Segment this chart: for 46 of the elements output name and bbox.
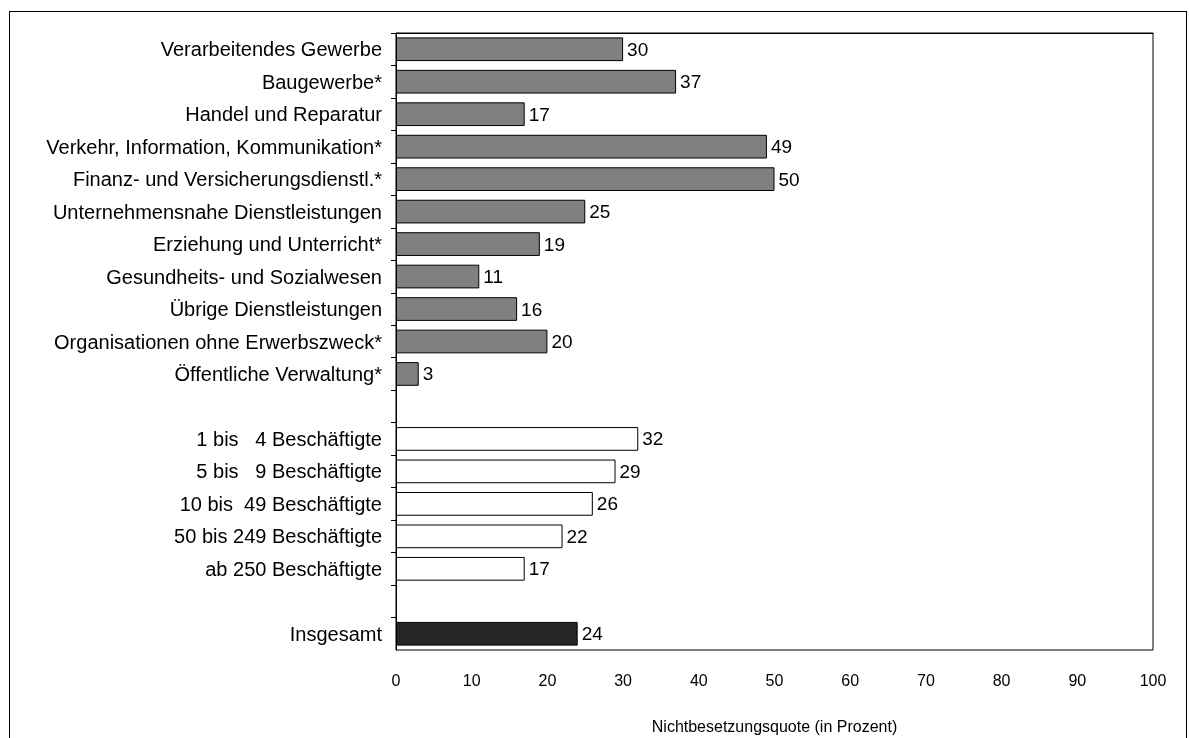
x-tick-label: 100	[1139, 671, 1167, 689]
data-label: 37	[680, 71, 702, 93]
x-tick-label: 20	[538, 671, 557, 689]
y-tick-label: Finanz- und Versicherungsdienstl.*	[72, 168, 383, 191]
data-label: 22	[566, 525, 588, 547]
x-axis-title: Nichtbesetzungsquote (in Prozent)	[651, 717, 898, 735]
x-tick-label: 0	[391, 671, 401, 689]
data-label: 32	[642, 428, 664, 450]
data-label: 17	[528, 558, 550, 580]
y-tick-label: Organisationen ohne Erwerbszweck*	[54, 330, 383, 353]
data-label: 26	[596, 493, 618, 515]
y-tick-label: Unternehmensnahe Dienstleistungen	[52, 200, 382, 223]
x-tick-label: 50	[765, 671, 784, 689]
y-tick-label: ab 250 Beschäftigte	[205, 557, 382, 580]
y-tick-label: Öffentliche Verwaltung*	[174, 362, 383, 385]
data-label: 50	[778, 168, 800, 190]
x-tick-label: 10	[462, 671, 481, 689]
data-label: 25	[589, 201, 611, 223]
x-tick-label: 90	[1068, 671, 1087, 689]
data-label: 17	[528, 103, 550, 125]
y-tick-label: 10 bis 49 Beschäftigte	[179, 492, 382, 515]
data-label: 11	[483, 266, 503, 288]
x-tick-label: 40	[689, 671, 708, 689]
data-label: 49	[770, 136, 793, 158]
y-tick-label: Verarbeitendes Gewerbe	[160, 38, 382, 61]
data-label: 20	[551, 331, 573, 352]
data-label: 30	[627, 38, 649, 60]
data-label: 3	[422, 363, 434, 385]
x-tick-label: 30	[614, 671, 633, 689]
x-tick-label: 60	[841, 671, 860, 689]
x-tick-label: 80	[992, 671, 1011, 689]
data-label: 16	[521, 298, 543, 320]
y-tick-label: 1 bis 4 Beschäftigte	[196, 427, 382, 450]
data-label: 19	[543, 233, 565, 255]
y-tick-label: Gesundheits- und Sozialwesen	[106, 265, 382, 288]
y-tick-label: Übrige Dienstleistungen	[169, 298, 382, 321]
y-tick-label: Baugewerbe*	[261, 70, 383, 93]
y-tick-label: Insgesamt	[289, 622, 383, 645]
y-tick-label: Erziehung und Unterricht*	[152, 233, 383, 256]
y-tick-label: Handel und Reparatur	[185, 103, 383, 126]
data-label: 29	[619, 460, 641, 482]
y-tick-label: 5 bis 9 Beschäftigte	[196, 460, 382, 483]
y-tick-label: Verkehr, Information, Kommunikation*	[46, 135, 383, 158]
data-label: 24	[581, 623, 604, 645]
x-tick-label: 70	[917, 671, 935, 689]
y-tick-label: 50 bis 249 Beschäftigte	[174, 525, 382, 548]
